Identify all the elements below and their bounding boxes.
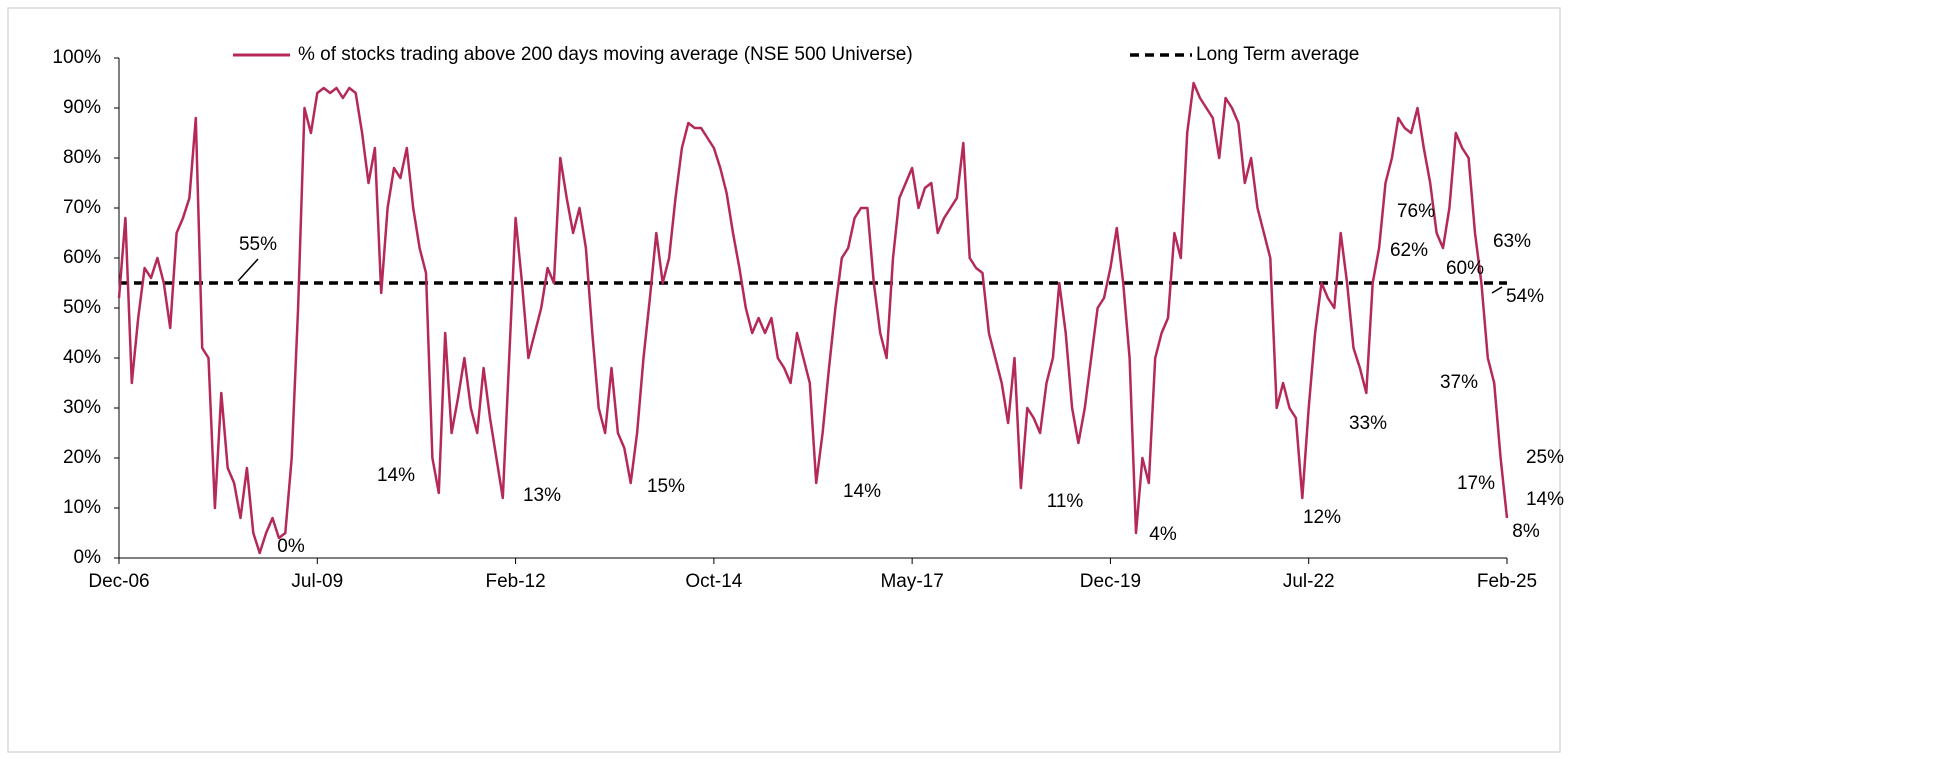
annotation: 60% <box>1446 258 1484 279</box>
y-tick-label: 60% <box>63 247 101 268</box>
annotation: 17% <box>1457 473 1495 494</box>
legend-label: % of stocks trading above 200 days movin… <box>298 44 913 65</box>
x-tick-label: Dec-19 <box>1080 571 1141 592</box>
y-tick-label: 90% <box>63 97 101 118</box>
y-tick-label: 80% <box>63 147 101 168</box>
annotation: 25% <box>1526 447 1564 468</box>
chart-border <box>7 7 1561 753</box>
series-line <box>117 81 1509 555</box>
annotation: 62% <box>1390 240 1428 261</box>
annotation: 76% <box>1397 201 1435 222</box>
annotation: 15% <box>647 476 685 497</box>
annotation: 11% <box>1047 491 1084 512</box>
y-tick-label: 40% <box>63 347 101 368</box>
x-tick-label: Jul-09 <box>291 571 343 592</box>
y-tick-label: 30% <box>63 397 101 418</box>
x-tick-label: May-17 <box>880 571 943 592</box>
x-tick-label: Dec-06 <box>88 571 149 592</box>
annotation: 0% <box>277 536 305 557</box>
x-tick-label: Feb-25 <box>1477 571 1537 592</box>
annotation-leader <box>1491 286 1503 294</box>
annotation: 4% <box>1149 524 1177 545</box>
annotation: 12% <box>1303 507 1341 528</box>
x-tick-label: Oct-14 <box>685 571 742 592</box>
y-tick-label: 50% <box>63 297 101 318</box>
y-tick-label: 0% <box>74 547 102 568</box>
y-tick-label: 20% <box>63 447 101 468</box>
y-tick-label: 10% <box>63 497 101 518</box>
annotation: 14% <box>1526 489 1564 510</box>
annotation: 14% <box>377 465 415 486</box>
annotation: 13% <box>523 485 561 506</box>
annotation: 55% <box>239 234 277 255</box>
x-tick-label: Feb-12 <box>485 571 545 592</box>
annotation: 63% <box>1493 231 1531 252</box>
annotation: 54% <box>1506 286 1544 307</box>
y-tick-label: 100% <box>52 47 101 68</box>
legend-label: Long Term average <box>1196 44 1359 65</box>
annotation: 14% <box>843 481 881 502</box>
annotation: 37% <box>1440 372 1478 393</box>
annotation: 8% <box>1512 521 1540 542</box>
y-tick-label: 70% <box>63 197 101 218</box>
annotation: 33% <box>1349 413 1387 434</box>
x-tick-label: Jul-22 <box>1283 571 1335 592</box>
annotation-leader <box>237 258 259 282</box>
